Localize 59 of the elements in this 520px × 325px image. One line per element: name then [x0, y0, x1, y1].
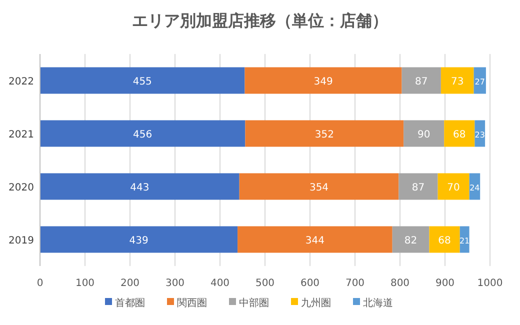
data-label: 87	[415, 76, 428, 88]
data-label: 82	[404, 236, 418, 246]
bar	[239, 173, 399, 200]
bar	[429, 226, 460, 253]
bar	[245, 120, 404, 147]
data-label: 27	[474, 78, 485, 86]
legend-label: 中部圏	[239, 297, 269, 309]
legend-label: 北海道	[363, 297, 393, 309]
bar	[40, 173, 240, 200]
data-label: 349	[314, 76, 333, 88]
bar	[40, 67, 245, 94]
x-tick-label: 200	[120, 278, 140, 289]
bar	[40, 226, 238, 253]
data-label: 455	[132, 76, 152, 88]
bar	[392, 226, 430, 253]
bar	[474, 67, 486, 94]
bar	[244, 67, 402, 94]
x-tick-label: 1000	[477, 278, 503, 289]
data-label: 24	[470, 184, 480, 192]
y-tick-label: 2020	[8, 182, 34, 194]
x-tick-label: 600	[300, 278, 320, 289]
bar	[444, 120, 475, 147]
data-label: 73	[451, 76, 464, 88]
data-label: 344	[305, 236, 324, 246]
data-label: 68	[453, 130, 466, 140]
bar	[238, 226, 392, 253]
data-label: 352	[314, 130, 334, 140]
data-label: 90	[417, 130, 430, 140]
x-tick-label: 900	[435, 278, 455, 289]
x-tick-label: 700	[345, 278, 365, 289]
x-tick-label: 100	[75, 278, 95, 289]
data-label: 21	[459, 236, 470, 246]
bar	[402, 67, 441, 94]
y-tick-label: 2022	[8, 76, 34, 88]
bar	[438, 173, 470, 200]
data-label: 443	[130, 182, 150, 194]
chart-title: エリア別加盟店推移（単位：店舗）	[132, 11, 388, 30]
x-tick-label: 400	[210, 278, 230, 289]
x-tick-label: 0	[36, 278, 44, 289]
bar	[40, 120, 246, 147]
data-label: 68	[438, 236, 451, 246]
data-label: 439	[129, 236, 148, 246]
legend-label: 関西圏	[177, 298, 207, 309]
x-tick-label: 500	[255, 278, 275, 289]
x-tick-label: 300	[165, 278, 185, 289]
data-label: 87	[412, 182, 425, 194]
bar	[398, 173, 438, 200]
bar	[404, 120, 444, 147]
y-tick-label: 2019	[8, 236, 34, 246]
data-label: 456	[133, 130, 152, 140]
bar	[440, 67, 474, 94]
legend-label: 首都圏	[115, 297, 145, 309]
data-label: 354	[309, 182, 329, 194]
y-tick-label: 2021	[8, 130, 34, 140]
legend-label: 九州圏	[301, 297, 331, 309]
bar	[474, 120, 486, 147]
data-label: 23	[474, 130, 485, 140]
data-label: 70	[447, 182, 460, 194]
x-tick-label: 800	[390, 278, 410, 289]
